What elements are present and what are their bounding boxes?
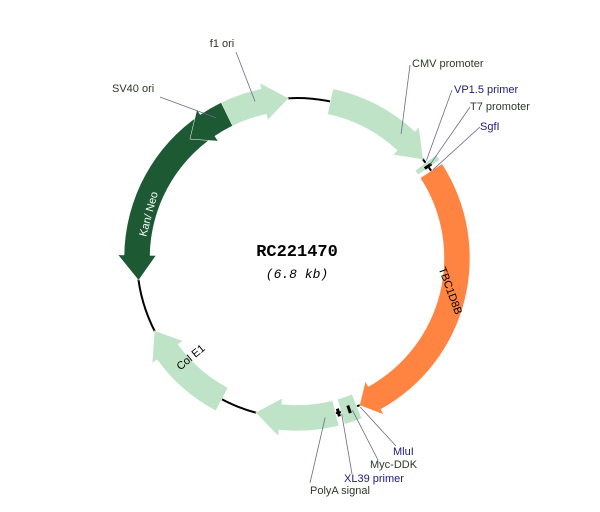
t7-label: T7 promoter xyxy=(470,101,530,113)
plasmid-name: RC221470 xyxy=(256,243,338,262)
mlui-leader-line xyxy=(360,406,397,447)
cmv-promoter-feature[interactable] xyxy=(327,88,424,160)
xl39-leader-line xyxy=(341,413,353,475)
tbc1d8b-insert-feature[interactable] xyxy=(359,163,471,416)
polya-signal-feature[interactable] xyxy=(255,397,340,437)
sv40-ori-feature[interactable] xyxy=(189,102,233,142)
mlui-site-tick xyxy=(346,405,352,414)
xl39-label: XL39 primer xyxy=(344,473,404,485)
cmv-label: CMV promoter xyxy=(412,58,484,70)
mlui-label: MluI xyxy=(393,446,414,458)
cmv-leader-line xyxy=(400,64,411,134)
polya-label: PolyA signal xyxy=(310,485,370,497)
polya-leader-line xyxy=(309,417,326,484)
plasmid-size: (6.8 kb) xyxy=(266,267,328,282)
mycddk-leader-line xyxy=(352,410,379,461)
t7-leader-line xyxy=(429,106,471,166)
sgfi-label: SgfI xyxy=(480,121,500,133)
f1-leader-line xyxy=(235,51,256,102)
sv40-label: SV40 ori xyxy=(112,83,154,95)
sgfi-leader-line xyxy=(432,126,481,171)
col-e1-feature[interactable] xyxy=(151,330,229,412)
xl39-site-tick xyxy=(335,408,341,417)
mycddk-label: Myc-DDK xyxy=(370,459,418,471)
vp15-label: VP1.5 primer xyxy=(454,84,519,96)
vp15-leader-line xyxy=(426,89,453,161)
sv40-leader-line xyxy=(159,96,217,119)
f1-label: f1 ori xyxy=(210,38,234,50)
